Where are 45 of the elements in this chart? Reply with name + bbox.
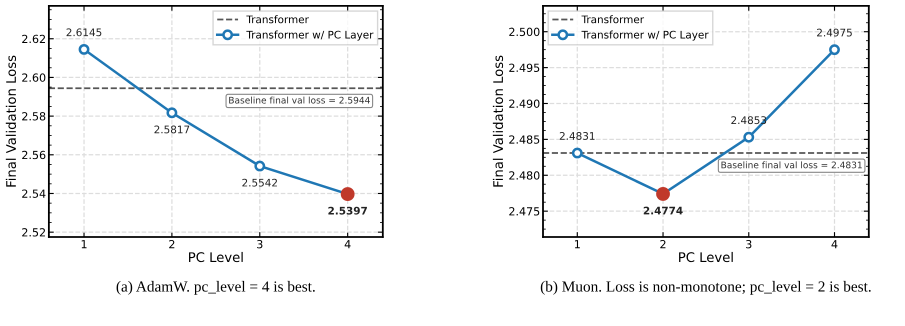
x-tick-label: 3	[746, 240, 752, 248]
y-axis-title: Final Validation Loss	[492, 56, 504, 187]
y-tick-label: 2.480	[509, 171, 540, 180]
y-tick-label: 2.485	[509, 135, 540, 144]
y-tick-label: 2.52	[22, 228, 45, 237]
text: (a) AdamW. pc_level = 4 is best.	[116, 280, 315, 295]
y-tick-label: 2.500	[509, 28, 540, 36]
legend-label: Transformer w/ PC Layer	[582, 30, 709, 41]
y-tick-label: 2.495	[509, 64, 540, 72]
y-tick-label: 2.490	[509, 99, 540, 108]
legend-label: Transformer	[582, 15, 644, 24]
y-tick-label: 2.58	[22, 112, 46, 120]
y-axis-title: Final Validation Loss	[6, 56, 16, 187]
y-tick-label: 2.54	[22, 189, 46, 198]
legend-label: Transformer w/ PC Layer	[246, 30, 374, 41]
x-tick-label: 4	[344, 240, 351, 248]
data-label: 2.5817	[154, 126, 190, 134]
data-label: 2.5397	[328, 206, 367, 215]
x-tick-label: 1	[82, 240, 87, 248]
x-axis-title: PC Level	[189, 252, 243, 262]
data-label: 2.6145	[66, 28, 102, 36]
y-tick-label: 2.62	[22, 34, 45, 44]
legend-label: Transformer	[246, 15, 309, 24]
y-tick-label: 2.56	[22, 150, 46, 160]
data-label: 2.4774	[644, 206, 683, 214]
point	[743, 132, 754, 143]
x-axis-title: PC Level	[679, 252, 733, 262]
x-tick-label: 4	[832, 240, 838, 248]
data-label: 2.4975	[817, 28, 852, 37]
x-tick-label: 2	[169, 240, 174, 248]
x-tick-label: 1	[574, 240, 580, 248]
point	[78, 44, 90, 55]
x-tick-label: 2	[660, 240, 666, 248]
point	[166, 107, 178, 118]
y-tick-label: 2.475	[509, 207, 540, 216]
text: (b) Muon. Loss is non-monotone; pc_level = 2 is best.	[540, 280, 871, 295]
data-label: 2.4831	[560, 132, 595, 140]
y-tick-label: 2.60	[22, 73, 46, 82]
point	[254, 160, 266, 172]
x-tick-label: 3	[257, 240, 262, 248]
annotation: Baseline final val loss = 2.4831	[722, 161, 862, 168]
data-label: 2.5542	[242, 178, 277, 187]
point	[572, 148, 583, 158]
point	[829, 44, 840, 56]
annotation: Baseline final val loss = 2.5944	[229, 96, 370, 104]
